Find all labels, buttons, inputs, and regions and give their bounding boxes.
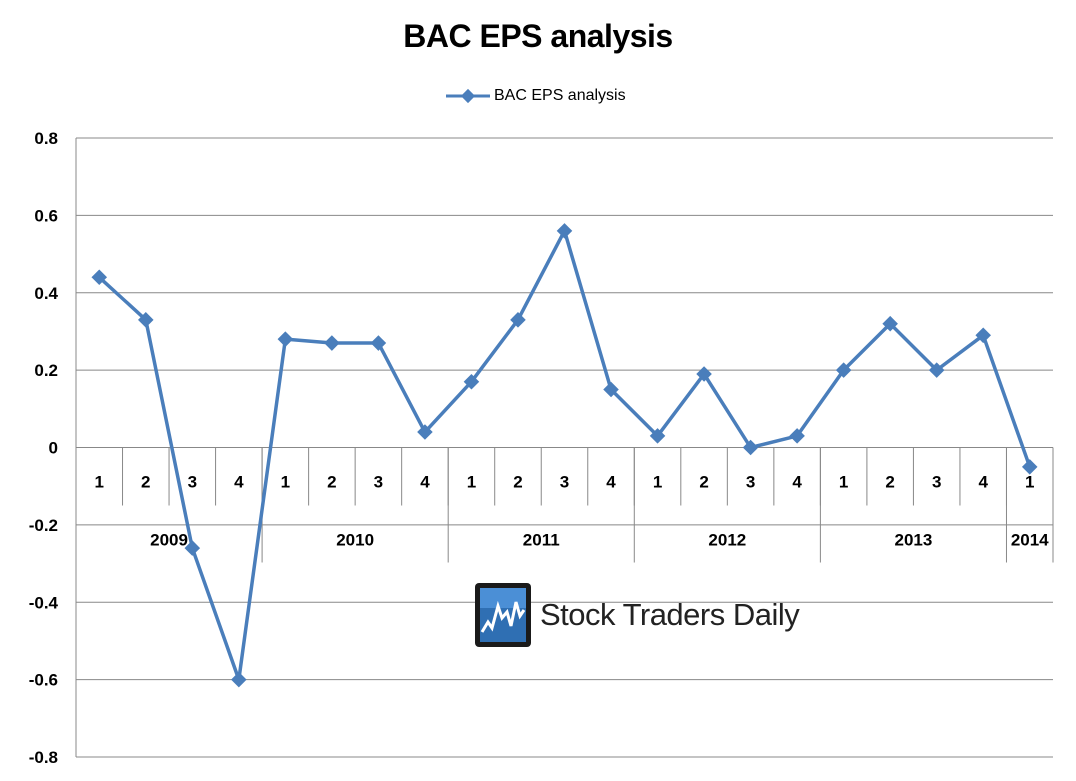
y-tick-label: 0 [49,439,58,458]
watermark-text: Stock Traders Daily [540,597,800,632]
y-tick-label: 0.4 [34,284,58,303]
quarter-label: 1 [281,473,290,492]
quarter-label: 2 [513,473,522,492]
quarter-label: 4 [792,473,802,492]
quarter-label: 3 [746,473,755,492]
quarter-label: 1 [95,473,104,492]
y-axis-ticks: 0.8 0.6 0.4 0.2 0 -0.2 -0.4 -0.6 -0.8 [29,129,59,767]
data-point [556,223,573,239]
quarter-label: 1 [653,473,662,492]
year-label: 2011 [523,531,560,550]
y-tick-label: 0.6 [34,206,58,225]
quarter-label: 3 [188,473,197,492]
year-label: 2010 [336,531,374,550]
y-tick-label: -0.2 [29,516,58,535]
data-point [231,671,247,688]
quarter-label: 2 [327,473,336,492]
y-tick-label: 0.8 [34,129,58,148]
data-point [370,335,387,351]
year-label: 2014 [1011,531,1049,550]
data-point [1021,459,1038,475]
watermark: Stock Traders Daily [474,582,800,648]
year-label: 2013 [895,531,933,550]
quarter-label: 2 [885,473,894,492]
quarter-label: 3 [560,473,569,492]
y-tick-label: -0.6 [29,671,58,690]
y-tick-label: 0.2 [34,361,58,380]
chart-title: BAC EPS analysis [403,18,673,54]
y-tick-label: -0.4 [29,593,59,612]
stock-chart-logo-icon [475,583,531,647]
quarter-label: 4 [978,473,988,492]
quarter-label: 2 [699,473,708,492]
quarter-label: 4 [606,473,616,492]
quarter-label: 4 [234,473,244,492]
quarter-label: 3 [932,473,941,492]
data-point [324,335,340,351]
data-point [277,331,294,347]
quarter-label: 1 [839,473,848,492]
quarter-label: 1 [1025,473,1034,492]
quarter-label: 4 [420,473,430,492]
year-label: 2012 [708,531,746,550]
quarter-label: 3 [374,473,383,492]
legend-label: BAC EPS analysis [494,87,626,104]
year-label: 2009 [150,531,188,550]
quarter-label: 1 [467,473,476,492]
legend: BAC EPS analysis [446,86,626,106]
x-axis-categories: 1 2 3 4 1 2 3 4 1 2 3 4 1 2 3 4 1 2 3 4 1 2009 2010 2011 2012 201… [95,473,1050,550]
data-point [138,312,154,328]
quarter-label: 2 [141,473,150,492]
y-tick-label: -0.8 [29,748,58,767]
data-point [184,540,201,556]
legend-swatch [446,88,490,104]
